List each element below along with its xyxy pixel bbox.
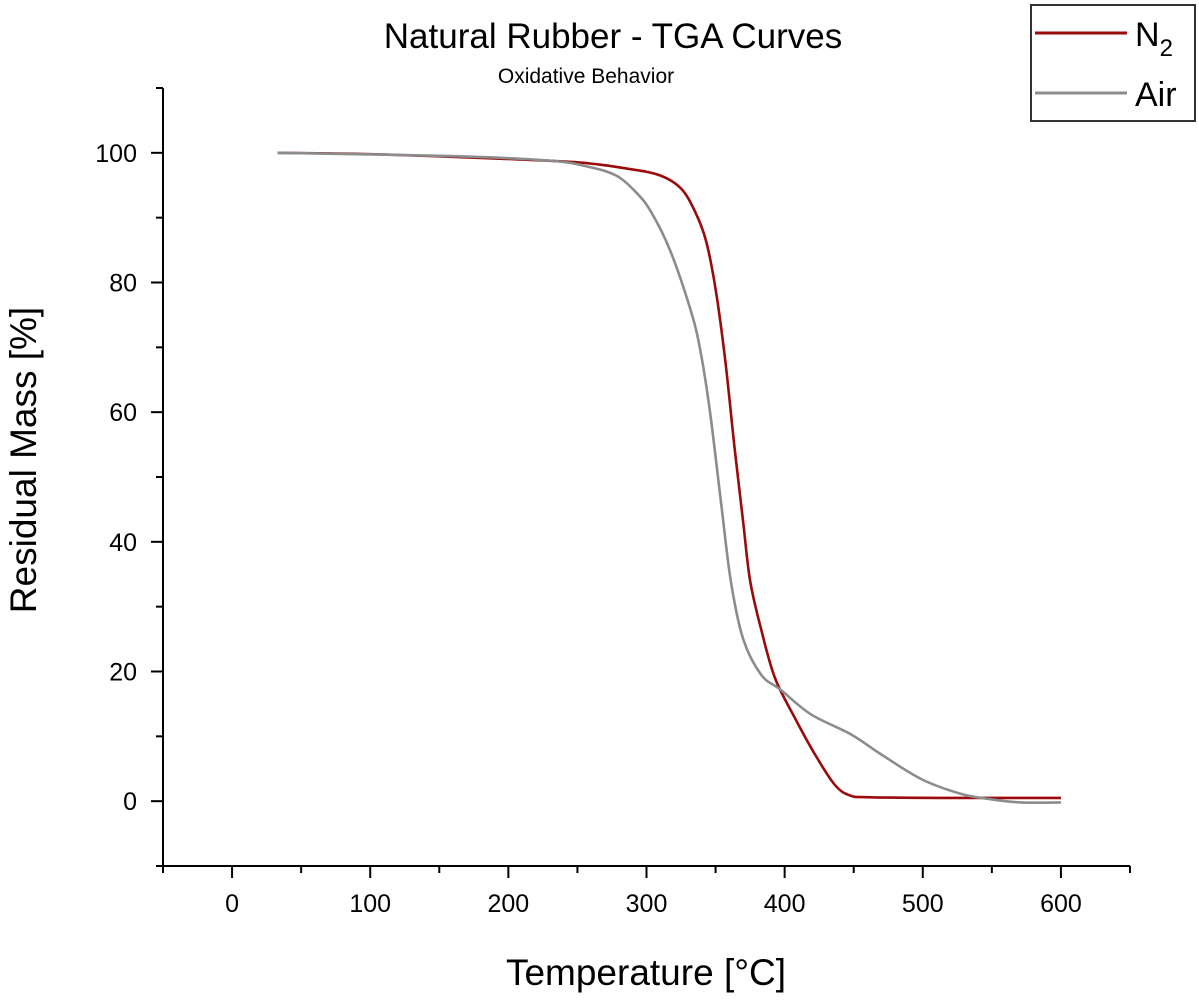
x-tick-label: 200	[487, 890, 529, 918]
x-tick-label: 100	[349, 890, 391, 918]
legend-box	[1030, 4, 1196, 122]
y-tick-label: 40	[109, 529, 137, 557]
y-axis-label: Residual Mass [%]	[3, 307, 44, 613]
series-lines	[277, 151, 1061, 805]
y-tick-label: 80	[109, 270, 137, 298]
legend-label-air: Air	[1135, 76, 1177, 114]
x-axis-label: Temperature [°C]	[506, 952, 786, 993]
x-tick-label: 300	[626, 890, 668, 918]
legend: N2 Air	[1030, 4, 1196, 122]
x-tick-label: 600	[1040, 890, 1082, 918]
chart-subtitle: Oxidative Behavior	[498, 65, 674, 88]
x-tick-label: 500	[902, 890, 944, 918]
chart-title: Natural Rubber - TGA Curves	[384, 17, 842, 56]
x-tick-label: 400	[764, 890, 806, 918]
x-tick-label: 0	[225, 890, 239, 918]
series-line-n2	[277, 151, 1061, 800]
series-line-air	[277, 151, 1061, 805]
y-tick-label: 20	[109, 659, 137, 687]
y-tick-label: 100	[95, 140, 137, 168]
axes: 0 100 200 300 400 500 600 0 20 40 60 80 100	[95, 87, 1131, 918]
y-tick-label: 60	[109, 399, 137, 427]
y-tick-label: 0	[123, 788, 137, 816]
legend-label-n2: N2	[1135, 16, 1173, 62]
